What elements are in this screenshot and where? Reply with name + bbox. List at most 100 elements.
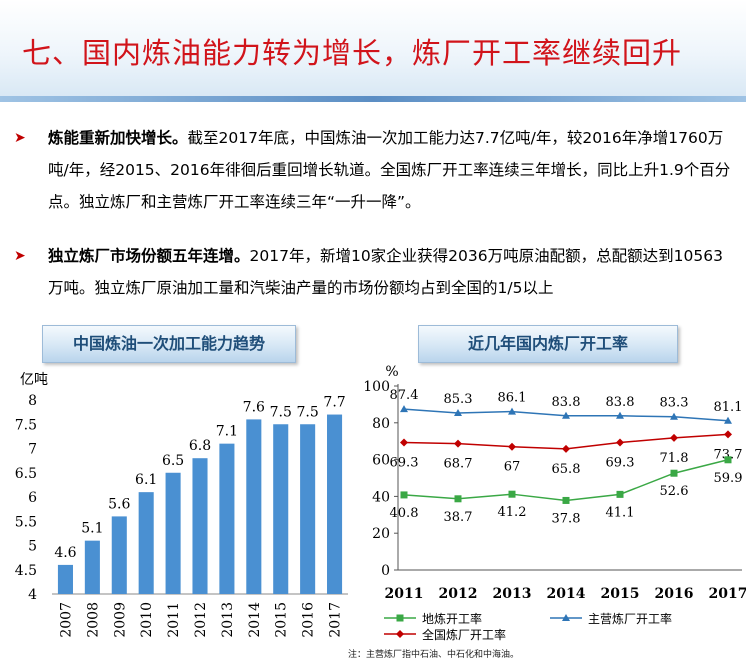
- bar-value-label: 6.8: [189, 438, 211, 454]
- bar-value-label: 6.1: [135, 472, 157, 488]
- x-tick-label: 2016: [301, 602, 317, 638]
- data-point-diamond: [616, 438, 624, 447]
- x-tick-label: 2011: [166, 602, 182, 638]
- data-value-label: 87.4: [390, 388, 419, 403]
- data-point-square: [400, 491, 408, 499]
- data-value-label: 59.9: [714, 471, 743, 486]
- data-value-label: 81.1: [714, 400, 743, 415]
- data-point-diamond: [724, 430, 732, 439]
- x-tick-label: 2014: [547, 586, 586, 602]
- y-axis-unit-label: 亿吨: [20, 372, 48, 388]
- bar-2012: [192, 458, 208, 594]
- bullet-heading: 独立炼厂市场份额五年连增。: [48, 247, 250, 265]
- arrow-bullet-icon: ➤: [14, 130, 26, 146]
- data-value-label: 85.3: [444, 392, 473, 407]
- capacity-chart-title: 中国炼油一次加工能力趋势: [42, 325, 296, 363]
- legend-marker-square: [396, 614, 404, 622]
- y-tick-label: 4.5: [15, 563, 37, 579]
- footnote: 注：主营炼厂指中石油、中石化和中海油。: [348, 650, 520, 660]
- data-point-triangle: [616, 411, 624, 419]
- bar-value-label: 7.5: [270, 404, 292, 420]
- bar-2008: [84, 540, 100, 594]
- y-tick-label: 5: [28, 539, 37, 555]
- y-tick-label: 100: [363, 379, 390, 395]
- y-tick-label: 80: [372, 416, 390, 432]
- bar-2015: [273, 424, 289, 594]
- data-point-square: [616, 490, 624, 498]
- x-tick-label: 2014: [247, 602, 263, 638]
- data-value-label: 86.1: [498, 391, 527, 406]
- bullet-body: 截至2017年底，中国炼油一次加工能力达7.7亿吨/年，较2016年净增1760…: [48, 129, 731, 211]
- data-point-diamond: [670, 433, 678, 442]
- data-point-diamond: [454, 439, 462, 448]
- data-value-label: 83.8: [552, 395, 581, 410]
- utilization-chart-title: 近几年国内炼厂开工率: [418, 325, 678, 363]
- bullet-body: 2017年，新增10家企业获得2036万吨原油配额，总配额达到10563万吨。独…: [48, 247, 723, 297]
- data-value-label: 69.3: [390, 455, 419, 470]
- bar-value-label: 5.6: [108, 496, 130, 512]
- title-divider: [0, 96, 746, 102]
- legend-label: 主营炼厂开工率: [588, 611, 672, 626]
- data-value-label: 52.6: [660, 484, 689, 499]
- x-tick-label: 2009: [112, 602, 128, 638]
- bar-value-label: 7.7: [323, 395, 345, 411]
- data-value-label: 40.8: [390, 506, 419, 521]
- bar-2007: [57, 564, 73, 594]
- x-tick-label: 2010: [139, 602, 155, 638]
- data-point-diamond: [562, 444, 570, 453]
- data-value-label: 65.8: [552, 462, 581, 477]
- y-tick-label: 40: [372, 489, 390, 505]
- data-point-square: [562, 496, 570, 504]
- y-tick-label: 7.5: [15, 417, 37, 433]
- data-point-square: [724, 456, 732, 464]
- x-tick-label: 2013: [493, 586, 532, 602]
- y-tick-label: 60: [372, 453, 390, 469]
- bar-2017: [327, 414, 343, 594]
- bar-2014: [246, 419, 262, 594]
- bullet-text: 独立炼厂市场份额五年连增。2017年，新增10家企业获得2036万吨原油配额，总…: [14, 240, 736, 304]
- y-tick-label: 5.5: [15, 514, 37, 530]
- data-point-triangle: [724, 416, 732, 424]
- bar-2010: [138, 492, 154, 594]
- y-tick-label: 6.5: [15, 466, 37, 482]
- bar-value-label: 7.6: [243, 399, 265, 415]
- data-value-label: 71.8: [660, 451, 689, 466]
- x-tick-label: 2012: [439, 586, 478, 602]
- legend-label: 全国炼厂开工率: [422, 627, 506, 642]
- data-value-label: 69.3: [606, 455, 635, 470]
- x-tick-label: 2017: [709, 586, 746, 602]
- bar-value-label: 6.5: [162, 453, 184, 469]
- data-point-triangle: [454, 409, 462, 417]
- data-value-label: 41.2: [498, 505, 527, 520]
- data-point-triangle: [670, 412, 678, 420]
- data-point-triangle: [562, 411, 570, 419]
- data-point-triangle: [508, 407, 516, 415]
- bar-2016: [300, 424, 316, 594]
- x-tick-label: 2015: [601, 586, 640, 602]
- y-tick-label: 20: [372, 526, 390, 542]
- x-tick-label: 2012: [193, 602, 209, 638]
- bullet-item-market-share: ➤ 独立炼厂市场份额五年连增。2017年，新增10家企业获得2036万吨原油配额…: [14, 240, 736, 304]
- bar-value-label: 7.1: [216, 424, 238, 440]
- data-value-label: 37.8: [552, 511, 581, 526]
- bullet-text: 炼能重新加快增长。截至2017年底，中国炼油一次加工能力达7.7亿吨/年，较20…: [14, 122, 736, 218]
- x-tick-label: 2011: [385, 586, 424, 602]
- y-tick-label: 8: [28, 393, 37, 409]
- x-tick-label: 2007: [58, 602, 74, 638]
- legend-marker-diamond: [396, 630, 404, 638]
- data-value-label: 41.1: [606, 505, 635, 520]
- bullet-heading: 炼能重新加快增长。: [48, 129, 188, 147]
- data-value-label: 67: [504, 460, 521, 475]
- y-tick-label: 7: [28, 442, 37, 458]
- data-value-label: 73.7: [714, 447, 743, 462]
- data-point-triangle: [400, 405, 408, 413]
- x-tick-label: 2015: [274, 602, 290, 638]
- data-value-label: 83.3: [660, 396, 689, 411]
- bar-value-label: 5.1: [81, 521, 103, 537]
- y-tick-label: 6: [28, 490, 37, 506]
- bar-2013: [219, 443, 235, 594]
- legend-label: 地炼开工率: [422, 611, 482, 626]
- y-tick-label: 0: [381, 563, 390, 579]
- data-point-square: [508, 490, 516, 498]
- y-axis-unit-label: %: [385, 364, 398, 380]
